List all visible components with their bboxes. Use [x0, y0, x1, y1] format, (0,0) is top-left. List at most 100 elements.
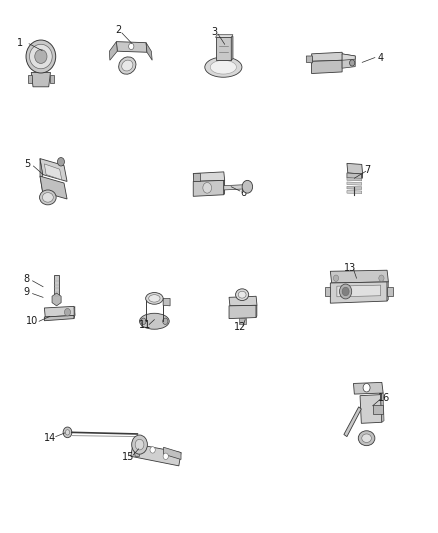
Polygon shape: [229, 305, 256, 319]
Polygon shape: [215, 37, 231, 60]
Polygon shape: [229, 296, 257, 306]
Polygon shape: [74, 306, 75, 319]
Polygon shape: [163, 447, 181, 459]
Ellipse shape: [119, 57, 136, 74]
Text: 15: 15: [123, 452, 135, 462]
Polygon shape: [31, 72, 50, 87]
Circle shape: [342, 287, 349, 296]
Circle shape: [163, 453, 168, 459]
Text: 8: 8: [24, 274, 30, 284]
Ellipse shape: [122, 60, 133, 71]
Circle shape: [162, 318, 168, 325]
Text: 12: 12: [234, 321, 246, 332]
Polygon shape: [342, 54, 355, 60]
Polygon shape: [311, 52, 343, 61]
Bar: [373, 405, 383, 414]
Circle shape: [65, 430, 70, 435]
Circle shape: [350, 60, 355, 66]
Ellipse shape: [362, 434, 371, 442]
Circle shape: [203, 182, 212, 193]
Circle shape: [135, 439, 144, 450]
Polygon shape: [387, 282, 389, 301]
Polygon shape: [117, 42, 147, 52]
Polygon shape: [40, 159, 42, 192]
Text: 16: 16: [378, 393, 390, 403]
Circle shape: [141, 318, 146, 325]
Polygon shape: [347, 177, 362, 181]
Text: 5: 5: [24, 159, 30, 169]
Polygon shape: [325, 287, 330, 296]
Polygon shape: [131, 443, 181, 466]
Polygon shape: [347, 173, 362, 179]
Polygon shape: [133, 443, 140, 456]
Polygon shape: [362, 174, 363, 179]
Polygon shape: [353, 382, 383, 394]
Text: 14: 14: [44, 433, 56, 443]
Circle shape: [64, 309, 71, 316]
Polygon shape: [193, 172, 225, 181]
Polygon shape: [337, 285, 381, 297]
Polygon shape: [110, 42, 117, 60]
Circle shape: [129, 43, 134, 50]
Bar: [54, 275, 59, 297]
Circle shape: [57, 158, 64, 166]
Polygon shape: [40, 159, 67, 181]
Polygon shape: [330, 270, 389, 283]
Polygon shape: [52, 293, 61, 306]
Polygon shape: [146, 43, 152, 60]
Circle shape: [63, 427, 72, 438]
Circle shape: [242, 180, 253, 193]
Text: 1: 1: [17, 38, 23, 48]
Polygon shape: [49, 75, 54, 83]
Polygon shape: [224, 180, 225, 195]
Text: 9: 9: [24, 287, 30, 297]
Polygon shape: [215, 35, 233, 37]
Polygon shape: [344, 407, 361, 437]
Polygon shape: [347, 164, 363, 174]
Ellipse shape: [39, 190, 56, 205]
Polygon shape: [224, 184, 246, 190]
Polygon shape: [306, 56, 312, 63]
Polygon shape: [44, 316, 74, 321]
Text: 6: 6: [240, 188, 246, 198]
Ellipse shape: [236, 289, 249, 301]
Polygon shape: [193, 180, 224, 196]
Polygon shape: [256, 305, 257, 318]
Ellipse shape: [42, 192, 53, 202]
Bar: [239, 318, 246, 324]
Ellipse shape: [29, 44, 52, 69]
Polygon shape: [44, 306, 75, 317]
Ellipse shape: [149, 295, 160, 302]
Polygon shape: [347, 182, 362, 185]
Circle shape: [132, 435, 148, 454]
Ellipse shape: [238, 291, 246, 298]
Polygon shape: [40, 176, 67, 199]
Bar: [193, 173, 200, 181]
Polygon shape: [387, 287, 393, 296]
Polygon shape: [360, 394, 382, 423]
Polygon shape: [311, 60, 342, 74]
Polygon shape: [231, 36, 233, 60]
Ellipse shape: [358, 431, 375, 446]
Polygon shape: [347, 190, 362, 193]
Ellipse shape: [35, 50, 47, 63]
Ellipse shape: [140, 313, 169, 329]
Text: 10: 10: [26, 316, 38, 326]
Polygon shape: [347, 186, 362, 189]
Text: 3: 3: [212, 27, 218, 37]
Circle shape: [379, 275, 384, 281]
Text: 11: 11: [139, 320, 151, 330]
Text: 4: 4: [378, 53, 384, 63]
Polygon shape: [163, 298, 170, 306]
Polygon shape: [381, 393, 384, 422]
Ellipse shape: [210, 60, 237, 74]
Ellipse shape: [26, 40, 56, 73]
Text: 7: 7: [364, 165, 371, 175]
Circle shape: [363, 383, 370, 392]
Circle shape: [333, 275, 339, 281]
Polygon shape: [28, 75, 32, 83]
Polygon shape: [342, 54, 355, 68]
Text: 2: 2: [116, 25, 122, 35]
Ellipse shape: [146, 293, 163, 304]
Polygon shape: [44, 164, 62, 180]
